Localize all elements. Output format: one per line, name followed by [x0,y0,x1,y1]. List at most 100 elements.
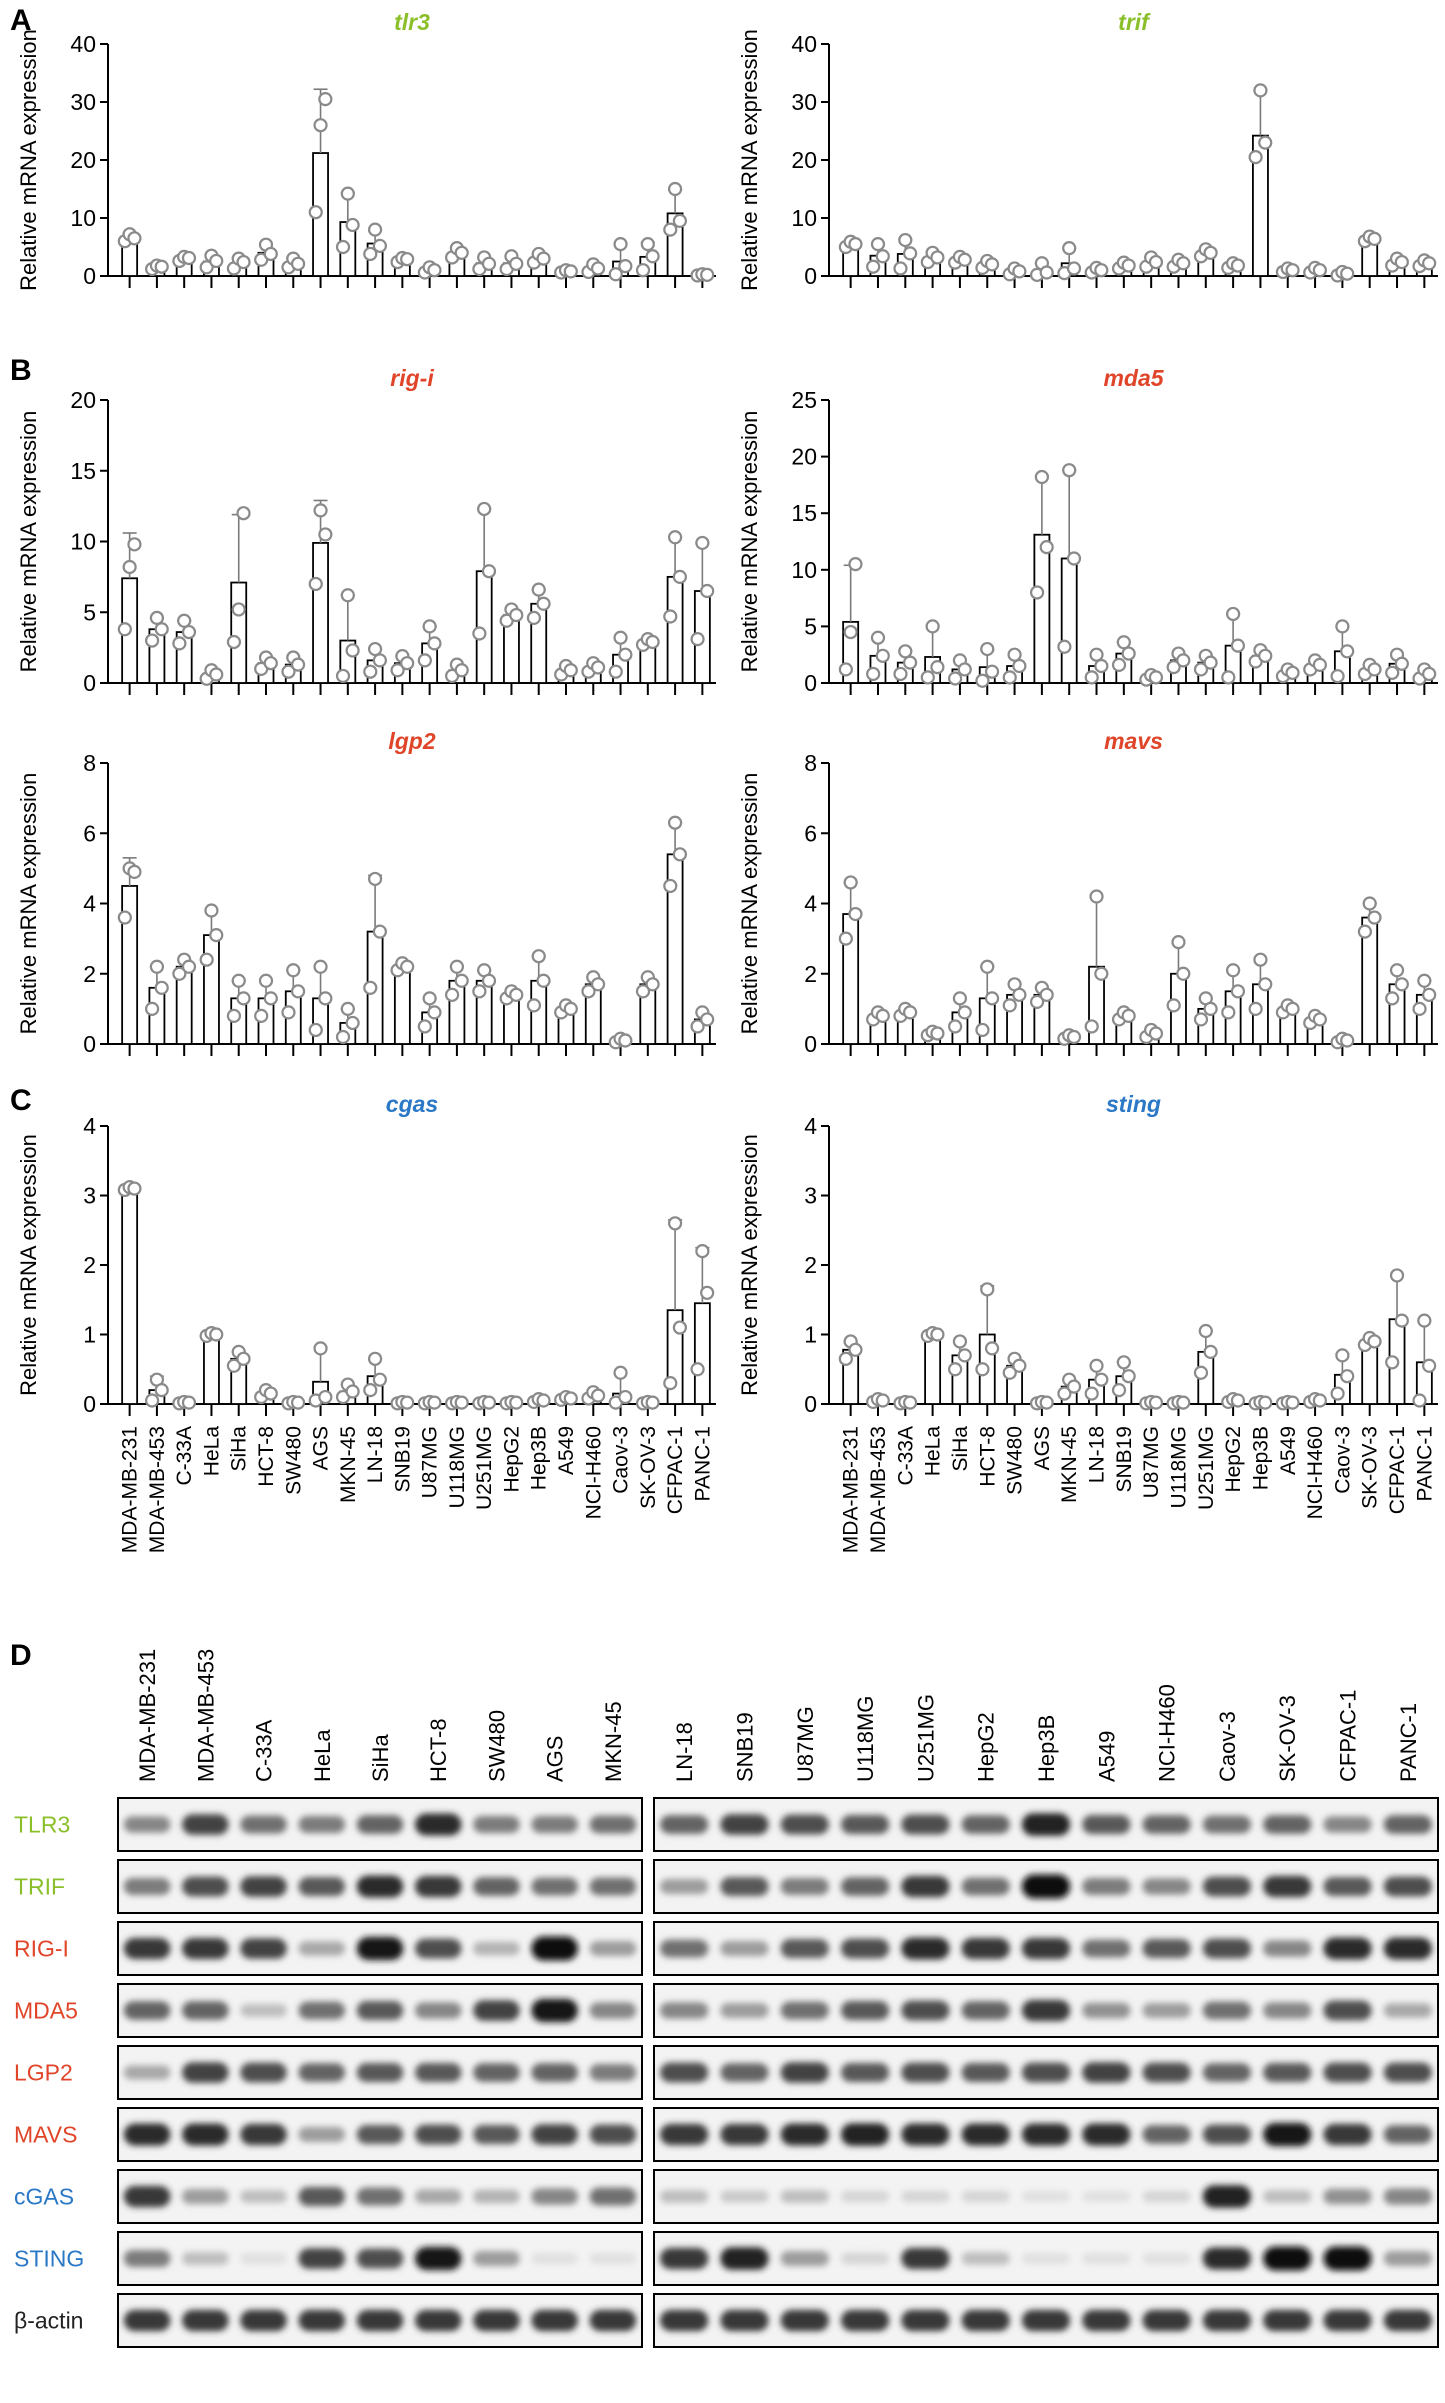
blot-band [1142,1938,1191,1959]
blot-band [1082,1878,1131,1895]
blot-band [531,2188,578,2205]
y-tick-label: 20 [791,444,817,470]
blot-band [123,1937,171,1960]
data-point [313,118,328,133]
blot-band [414,2002,462,2019]
data-point [318,991,333,1006]
data-point [145,633,160,648]
data-point [417,1019,432,1034]
data-point [1340,266,1355,281]
data-point [957,1005,972,1020]
data-point [263,991,278,1006]
blot-band [840,2252,890,2265]
blot-band [660,2123,709,2146]
data-point [1285,1001,1300,1016]
data-point [975,1362,990,1377]
data-point [1166,998,1181,1013]
data-point [920,670,935,685]
blot-band [356,2187,404,2206]
blot-band [298,2063,346,2082]
blot-band [961,1877,1010,1896]
data-point [154,980,169,995]
x-tick-label: Hep3B [528,1426,551,1490]
data-point [1367,662,1382,677]
blot-row-β-actin: β-actin [14,2293,1439,2348]
x-tick-label: MKN-45 [1058,1426,1081,1503]
x-tick-label: A549 [1277,1426,1300,1475]
y-tick-label: 5 [83,599,96,625]
bar-MDA-MB-231 [121,1187,139,1405]
blot-band [660,1939,709,1958]
data-point [1367,910,1382,925]
data-point [449,959,465,974]
blot-band [720,2003,769,2018]
data-point [848,906,863,922]
blot-band [1263,2122,1312,2147]
data-point [667,815,683,830]
blot-band [901,1814,950,1835]
blot-band [1383,2125,1432,2144]
panel-letters: A B C D [10,4,32,1672]
blot-band [840,2123,890,2146]
data-point [1176,1395,1191,1410]
data-point [1089,1358,1104,1373]
data-point [1039,265,1054,280]
lane-label: MDA-MB-453 [193,1649,218,1782]
bar-HeLa [924,1333,942,1405]
blot-band [720,2309,769,2332]
data-point [422,619,437,634]
y-tick-label: 40 [791,31,817,57]
blot-band [961,2252,1010,2265]
x-tick-label: SK-OV-3 [637,1426,660,1509]
blot-band [589,2253,637,2264]
x-tick-label: MDA-MB-453 [146,1426,169,1553]
blot-band [1323,1876,1372,1897]
blot-band [531,2253,578,2264]
data-point [313,959,328,974]
blot-band [901,1937,950,1960]
y-axis-label: Relative mRNA expression [737,29,762,291]
data-point [663,878,678,894]
data-point [618,259,633,274]
x-tick-label: HCT-8 [255,1426,278,1487]
data-point [667,1216,683,1231]
lane-label: SW480 [484,1710,509,1782]
data-point [1166,660,1181,675]
data-point [526,610,542,626]
blot-band [298,2309,346,2332]
blot-band [473,2124,520,2145]
chart-rig-i: rig-i 0 5 10 15 20 Relative mRNA expression [16,365,716,696]
blot-band [589,1815,637,1834]
blot-band [1021,2123,1071,2146]
data-point [1422,1358,1437,1373]
data-point [1089,647,1104,662]
data-point [345,1015,360,1031]
data-point [957,252,972,267]
blot-band [961,1937,1010,1960]
blot-row-label: cGAS [14,2184,74,2210]
data-point [1193,662,1209,677]
data-point [695,1243,710,1259]
y-tick-label: 0 [804,1031,817,1057]
data-point [903,1005,918,1020]
blot-band [1202,2247,1252,2270]
blot-band [473,1941,520,1956]
data-point [1330,1386,1345,1401]
data-point [1084,1019,1099,1034]
data-point [957,662,972,677]
y-tick-label: 2 [83,961,96,987]
data-point [1258,1395,1273,1410]
x-tick-label: CFPAC-1 [1386,1426,1409,1514]
panel-letter-A: A [10,4,32,37]
y-tick-label: 5 [804,613,817,639]
data-point [236,254,251,270]
data-point [1094,658,1109,674]
data-point [181,959,197,974]
blot-band [182,2309,229,2332]
x-tick-label: PANC-1 [691,1426,714,1501]
x-tick-label: SW480 [1004,1426,1027,1495]
data-point [367,222,383,237]
chart-sting: sting 0 1 2 3 4 Relative mRNA expression MDA-MB… [737,1091,1438,1553]
x-tick-label: NCI-H460 [582,1426,605,1519]
data-point [226,1358,242,1373]
